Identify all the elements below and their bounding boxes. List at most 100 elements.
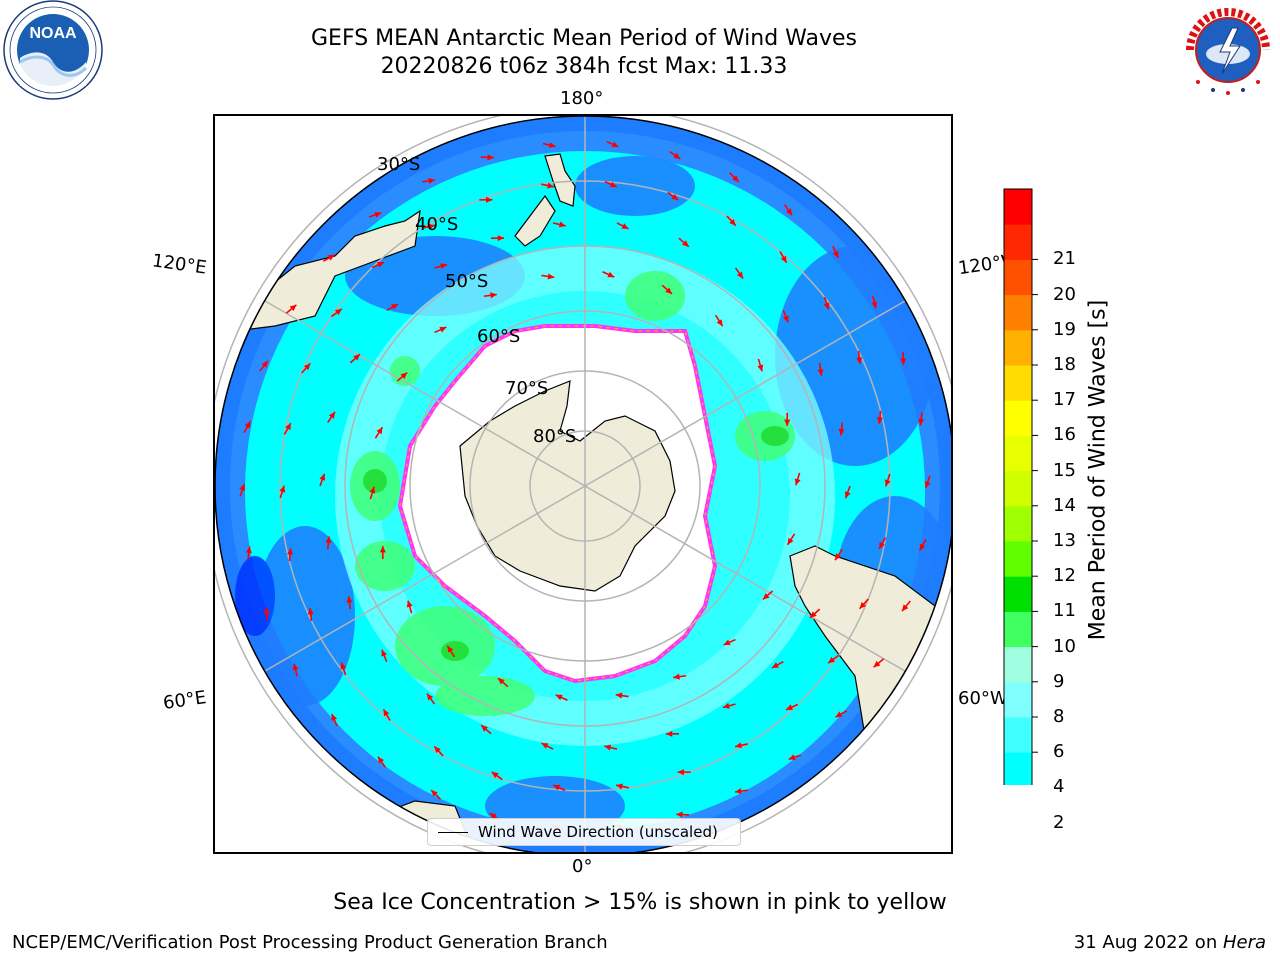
- wind-arrow-head: [611, 141, 619, 148]
- wind-arrow-head: [369, 486, 376, 494]
- wind-arrow-head: [555, 694, 563, 701]
- wind-arrow-head: [334, 308, 342, 316]
- wind-arrow-head: [379, 546, 386, 553]
- colorbar-tick-label: 17: [1053, 389, 1076, 411]
- lat-label-70s: 70°S: [505, 378, 549, 399]
- colorbar-segment: [1004, 717, 1032, 753]
- sea-ice-caption: Sea Ice Concentration > 15% is shown in …: [333, 890, 947, 915]
- wind-arrow-head: [489, 813, 497, 820]
- wind-arrow-head: [285, 423, 291, 431]
- colorbar-tick-label: 6: [1053, 741, 1065, 763]
- wind-arrow-head: [784, 419, 791, 426]
- polar-map: [215, 116, 951, 852]
- wind-arrow-head: [871, 301, 878, 309]
- wind-arrow-head: [677, 769, 684, 776]
- colorbar-tick-label: 14: [1053, 494, 1076, 516]
- lat-label-40s: 40°S: [415, 214, 459, 235]
- lat-label-80s: 80°S: [533, 426, 577, 447]
- wind-arrow-head: [498, 678, 505, 685]
- wind-arrow-head: [328, 411, 335, 419]
- noaa-logo: NOAA: [3, 0, 103, 100]
- wind-arrow-head: [487, 154, 494, 161]
- wind-arrow-head: [817, 369, 824, 376]
- wind-arrow-head: [716, 319, 723, 327]
- wind-arrow-head: [665, 287, 672, 294]
- colorbar-segment: [1004, 752, 1032, 785]
- map-panel: 30°S 40°S 50°S 60°S 70°S 80°S: [213, 114, 953, 854]
- colorbar-segment: [1004, 329, 1032, 366]
- wind-arrow-head: [673, 152, 681, 159]
- wind-arrow-head: [735, 742, 742, 749]
- wind-arrow-head: [794, 478, 801, 486]
- wind-arrow-head: [261, 360, 269, 368]
- wind-arrow-head: [434, 746, 441, 754]
- wind-arrow-head: [838, 428, 845, 436]
- wind-arrow-head: [383, 709, 390, 717]
- colorbar-tick-label: 2: [1053, 811, 1065, 833]
- colorbar-segment: [1004, 470, 1032, 507]
- lat-label-60s: 60°S: [477, 326, 521, 347]
- chart-title: GEFS MEAN Antarctic Mean Period of Wind …: [311, 26, 857, 51]
- wind-arrow-head: [859, 601, 867, 609]
- wind-arrow-head: [732, 175, 739, 182]
- chart-subtitle: 20220826 t06z 384h fcst Max: 11.33: [380, 54, 788, 79]
- wind-arrow-head: [497, 235, 505, 242]
- wind-arrow-head: [615, 692, 623, 699]
- wind-arrow-head: [391, 304, 399, 310]
- wind-arrow-head: [440, 263, 448, 270]
- wind-arrow-head: [828, 656, 836, 664]
- wind-arrow-head: [426, 693, 434, 701]
- wind-arrow-head: [676, 811, 683, 818]
- colorbar-segment: [1004, 400, 1032, 436]
- wind-arrow-head: [245, 546, 252, 554]
- colorbar-tick-label: 10: [1053, 635, 1076, 657]
- lon-label-60e: 60°E: [161, 687, 208, 714]
- footer-date-text: 31 Aug 2022 on: [1073, 932, 1223, 953]
- wind-arrow-head: [431, 790, 438, 797]
- wind-arrow-head: [788, 754, 796, 761]
- wind-arrow-head: [621, 223, 629, 229]
- wind-arrow-head: [607, 271, 615, 278]
- wind-arrow-head: [447, 645, 454, 653]
- colorbar-segment: [1004, 435, 1032, 472]
- wind-arrow-head: [604, 744, 612, 751]
- wind-arrow-head: [428, 177, 436, 184]
- colorbar-tick-label: 19: [1053, 318, 1076, 340]
- lon-label-0: 0°: [572, 856, 593, 877]
- wind-arrow-head: [244, 421, 251, 429]
- wind-arrow-head: [553, 784, 561, 791]
- wind-arrow-head: [918, 418, 925, 426]
- colorbar-tick-label: 11: [1053, 600, 1076, 622]
- colorbar-tick-label: 18: [1053, 354, 1076, 375]
- footer-machine: Hera: [1222, 932, 1266, 953]
- wind-arrow-head: [884, 479, 891, 487]
- colorbar-segment: [1004, 259, 1032, 296]
- wind-arrow-head: [558, 221, 566, 228]
- colorbar-segment: [1004, 681, 1032, 718]
- wind-arrow-head: [723, 639, 731, 646]
- wind-arrow-head: [665, 730, 673, 737]
- wind-arrow-head: [729, 218, 736, 226]
- wind-arrow-head: [400, 372, 408, 379]
- colorbar-tick-label: 9: [1053, 670, 1065, 692]
- wind-arrow-head: [307, 608, 314, 615]
- footer-credit: NCEP/EMC/Verification Post Processing Pr…: [12, 932, 608, 953]
- lon-label-60w: 60°W: [958, 688, 1008, 709]
- wind-arrow-head: [381, 649, 388, 657]
- colorbar-segment: [1004, 611, 1032, 648]
- wind-arrow-head: [722, 702, 730, 709]
- colorbar-segment: [1004, 189, 1032, 225]
- lat-label-30s: 30°S: [377, 154, 421, 175]
- colorbar-tick-label: 8: [1053, 706, 1065, 727]
- wind-arrow-head: [481, 725, 488, 732]
- colorbar-tick-label: 21: [1053, 248, 1076, 270]
- colorbar-tick-label: 15: [1053, 459, 1076, 481]
- colorbar-segment: [1004, 576, 1032, 612]
- wind-arrow-head: [541, 743, 549, 749]
- wind-arrow-head: [289, 304, 297, 312]
- graticule: [215, 116, 951, 852]
- lon-label-120e: 120°E: [150, 250, 208, 279]
- legend-line-sample: [438, 832, 468, 833]
- wind-arrow-head: [810, 611, 817, 618]
- wind-arrow-head: [844, 491, 851, 499]
